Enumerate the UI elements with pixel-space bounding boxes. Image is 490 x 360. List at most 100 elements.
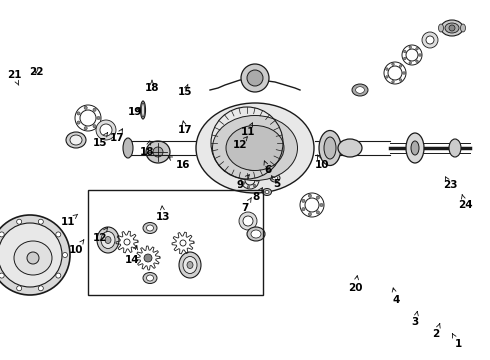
Text: 6: 6 [264, 161, 271, 175]
Circle shape [17, 219, 22, 224]
Text: 3: 3 [412, 311, 418, 327]
Circle shape [247, 185, 250, 188]
Circle shape [97, 116, 100, 120]
Circle shape [247, 172, 250, 175]
Circle shape [0, 232, 4, 237]
Circle shape [243, 182, 245, 184]
Text: 17: 17 [178, 121, 192, 135]
Ellipse shape [14, 241, 52, 275]
Circle shape [422, 32, 438, 48]
Text: 17: 17 [110, 129, 124, 143]
Text: 20: 20 [348, 276, 362, 293]
Circle shape [84, 127, 87, 130]
Circle shape [243, 176, 245, 178]
Circle shape [317, 196, 319, 199]
Circle shape [84, 106, 87, 109]
Ellipse shape [441, 20, 463, 36]
Ellipse shape [406, 133, 424, 163]
Ellipse shape [143, 273, 157, 284]
Text: 14: 14 [124, 246, 139, 265]
Ellipse shape [263, 189, 271, 195]
Circle shape [409, 46, 412, 49]
Text: 16: 16 [168, 157, 190, 170]
Circle shape [308, 213, 312, 216]
Circle shape [63, 252, 68, 257]
Ellipse shape [449, 25, 455, 31]
Circle shape [302, 207, 305, 211]
Ellipse shape [265, 190, 269, 194]
Circle shape [403, 50, 406, 53]
Circle shape [239, 212, 257, 230]
Circle shape [93, 125, 96, 128]
Ellipse shape [439, 24, 443, 32]
Circle shape [392, 63, 394, 66]
Circle shape [100, 124, 112, 136]
Text: 9: 9 [237, 175, 249, 190]
Ellipse shape [324, 137, 336, 159]
Text: 15: 15 [93, 132, 107, 148]
Circle shape [416, 60, 418, 63]
Circle shape [416, 48, 418, 50]
Ellipse shape [105, 237, 111, 243]
Text: 7: 7 [241, 198, 251, 213]
Text: 10: 10 [315, 155, 329, 170]
Text: 12: 12 [233, 137, 247, 150]
Ellipse shape [146, 141, 170, 163]
Text: 19: 19 [128, 107, 142, 117]
Text: 22: 22 [29, 67, 43, 77]
Circle shape [0, 223, 62, 287]
Circle shape [426, 36, 434, 44]
Bar [88, 190, 263, 295]
Circle shape [144, 254, 152, 262]
Circle shape [317, 211, 319, 214]
Circle shape [0, 215, 70, 295]
Ellipse shape [319, 131, 341, 166]
Circle shape [77, 112, 80, 115]
Circle shape [93, 108, 96, 111]
Ellipse shape [70, 135, 82, 145]
Ellipse shape [196, 103, 314, 193]
Text: 11: 11 [61, 214, 78, 227]
Ellipse shape [461, 24, 465, 32]
Ellipse shape [187, 261, 193, 269]
Ellipse shape [247, 227, 265, 241]
Ellipse shape [147, 275, 153, 281]
Circle shape [243, 216, 253, 226]
Circle shape [17, 286, 22, 291]
Circle shape [386, 76, 388, 78]
Circle shape [261, 166, 269, 174]
Text: 13: 13 [156, 206, 170, 222]
Text: 11: 11 [241, 123, 255, 137]
Ellipse shape [411, 141, 419, 155]
Ellipse shape [352, 84, 368, 96]
Circle shape [56, 273, 61, 278]
Circle shape [399, 79, 402, 81]
Ellipse shape [179, 252, 201, 278]
Circle shape [308, 194, 312, 197]
Circle shape [153, 147, 163, 157]
Ellipse shape [141, 101, 146, 119]
Circle shape [241, 64, 269, 92]
Circle shape [403, 57, 406, 60]
Text: 21: 21 [7, 70, 21, 85]
Ellipse shape [356, 87, 365, 93]
Ellipse shape [270, 174, 280, 182]
Text: 1: 1 [452, 334, 462, 349]
Circle shape [302, 199, 305, 202]
Circle shape [56, 232, 61, 237]
Circle shape [247, 70, 263, 86]
Circle shape [27, 252, 39, 264]
Text: 2: 2 [432, 324, 440, 339]
Ellipse shape [183, 256, 197, 274]
Circle shape [77, 121, 80, 124]
Circle shape [38, 219, 43, 224]
Text: 5: 5 [271, 176, 281, 189]
Circle shape [403, 72, 405, 74]
Ellipse shape [226, 126, 284, 171]
Ellipse shape [143, 222, 157, 234]
Text: 10: 10 [69, 240, 84, 255]
Ellipse shape [123, 138, 133, 158]
Circle shape [96, 120, 116, 140]
Text: 23: 23 [443, 177, 457, 190]
Ellipse shape [66, 132, 86, 148]
